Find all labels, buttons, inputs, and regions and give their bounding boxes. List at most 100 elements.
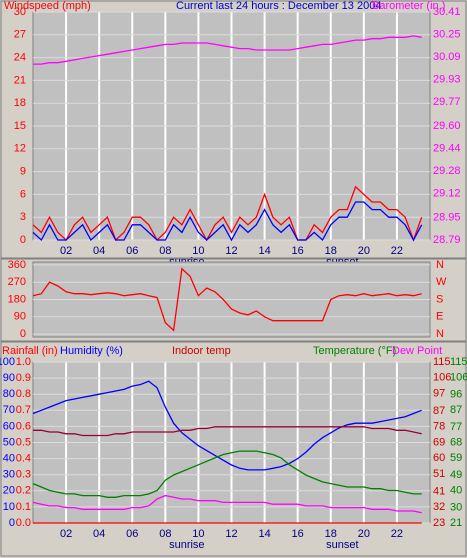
x-tick-label: 14: [258, 245, 270, 257]
y-tick-label: 21: [450, 517, 462, 529]
y-tick-label: 87: [450, 404, 462, 416]
y-tick-label: 18: [14, 97, 26, 109]
series-line: [32, 380, 422, 471]
y-tick-label: 28.95: [433, 211, 461, 223]
y-tick-label: 9: [20, 166, 26, 178]
y-tick-label: 115: [433, 356, 451, 368]
legend-label: Temperature (°F): [313, 345, 396, 357]
x-tick-label: 22: [391, 528, 403, 540]
x-tick-label: 16: [292, 245, 304, 257]
x-tick-label: 04: [93, 245, 105, 257]
y-tick-label: 41: [433, 485, 445, 497]
y-tick-label: 70: [3, 404, 15, 416]
y-tick-label: 90: [3, 372, 15, 384]
y-tick-label: 40: [450, 484, 462, 496]
y-tick-label: 97: [433, 387, 445, 399]
y-tick-label: 23: [433, 517, 445, 529]
y-tick-label: 69: [433, 436, 445, 448]
x-tick-label: 04: [93, 528, 105, 540]
annotation: sunrise: [169, 539, 204, 551]
series-line: [32, 267, 422, 332]
y-tick-label: 0.7: [16, 404, 31, 416]
y-tick-label: 77: [450, 421, 462, 433]
x-tick-label: 20: [358, 528, 370, 540]
y-tick-label: 29.44: [433, 142, 461, 154]
y-tick-label: 60: [433, 452, 445, 464]
y-tick-label: 29.77: [433, 96, 461, 108]
y-tick-label: 0.6: [16, 420, 31, 432]
y-tick-label: 80: [3, 388, 15, 400]
y-tick-label: 12: [14, 143, 26, 155]
y-tick-label: 0.2: [16, 485, 31, 497]
x-tick-label: 12: [225, 245, 237, 257]
y-tick-label: 0.0: [16, 517, 31, 529]
y-tick-label: 106: [450, 371, 467, 383]
y-tick-label: 24: [14, 52, 26, 64]
y-tick-label: 51: [433, 468, 445, 480]
y-tick-label: 29.60: [433, 120, 461, 132]
y-tick-label: 30.41: [433, 6, 461, 18]
x-tick-label: 06: [126, 245, 138, 257]
y-tick-label: 0.5: [16, 436, 31, 448]
x-tick-label: 20: [358, 245, 370, 257]
x-tick-label: 02: [60, 245, 72, 257]
y-tick-label: 30: [3, 469, 15, 481]
y-tick-label: 30: [450, 501, 462, 513]
y-tick-label: 87: [433, 405, 445, 417]
y-tick-label: 180: [8, 293, 26, 305]
legend-label: Indoor temp: [172, 345, 231, 357]
y-tick-label: 28.79: [433, 234, 461, 246]
y-tick-label: 32: [433, 501, 445, 513]
y-tick-label: 0.9: [16, 372, 31, 384]
x-tick-label: 18: [325, 245, 337, 257]
y-tick-label: 0.1: [16, 501, 31, 513]
y-tick-label: 21: [14, 74, 26, 86]
x-tick-label: 18: [325, 528, 337, 540]
y-tick-label: 0: [9, 517, 15, 529]
y-tick-label: 29.28: [433, 165, 461, 177]
y-tick-label: 100: [0, 356, 15, 368]
annotation: sunset: [326, 539, 358, 551]
x-tick-label: 08: [159, 245, 171, 257]
x-tick-label: 12: [225, 528, 237, 540]
series-line: [32, 450, 422, 498]
y-tick-label: 40: [3, 453, 15, 465]
y-tick-label: 60: [3, 420, 15, 432]
legend-label: Dew Point: [392, 345, 442, 357]
y-tick-label: 10: [3, 501, 15, 513]
y-tick-label: 0.3: [16, 469, 31, 481]
y-tick-label: 360: [8, 259, 26, 271]
y-tick-label: 15: [14, 120, 26, 132]
y-tick-label: 0: [20, 328, 26, 340]
y-tick-label: 59: [450, 452, 462, 464]
y-tick-label: W: [436, 276, 447, 288]
y-tick-label: 115: [450, 356, 467, 368]
y-tick-label: 49: [450, 469, 462, 481]
x-tick-label: 10: [192, 245, 204, 257]
y-tick-label: 30.25: [433, 28, 461, 40]
y-tick-label: 29.12: [433, 187, 461, 199]
y-tick-label: S: [436, 293, 443, 305]
y-tick-label: N: [436, 328, 444, 340]
y-tick-label: 29.93: [433, 73, 461, 85]
y-tick-label: 6: [20, 188, 26, 200]
series-line: [32, 185, 423, 242]
y-tick-label: 106: [433, 372, 451, 384]
y-tick-label: 0.8: [16, 388, 31, 400]
y-tick-label: 27: [14, 29, 26, 41]
x-tick-label: 02: [60, 528, 72, 540]
axis-label: Windspeed (mph): [4, 0, 91, 12]
series-line: [32, 494, 422, 514]
y-tick-label: 20: [3, 485, 15, 497]
y-tick-label: 30: [14, 6, 26, 18]
y-tick-label: 90: [14, 311, 26, 323]
x-tick-label: 08: [159, 528, 171, 540]
legend-label: Humidity (%): [60, 345, 123, 357]
y-tick-label: 50: [3, 436, 15, 448]
x-tick-label: 06: [126, 528, 138, 540]
legend-label: Rainfall (in): [2, 345, 58, 357]
y-tick-label: 3: [20, 211, 26, 223]
series-line: [33, 35, 422, 65]
y-tick-label: 78: [433, 421, 445, 433]
